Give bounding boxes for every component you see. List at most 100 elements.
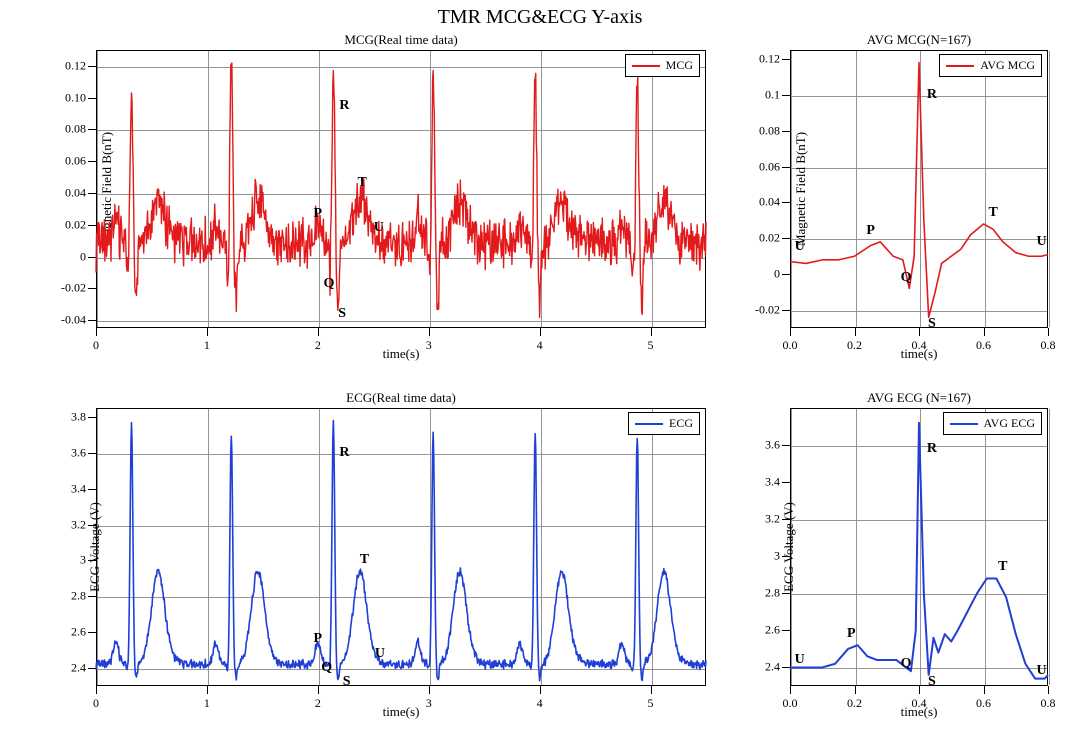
x-tick [855, 328, 856, 336]
wave-annotation: U [1036, 234, 1046, 250]
panel-ecg-realtime: ECG(Real time data) ECG Voltage (V) time… [96, 408, 706, 686]
wave-annotation: U [795, 652, 805, 668]
y-tick [782, 310, 790, 311]
plot-svg [790, 408, 1048, 686]
x-axis-label: time(s) [96, 346, 706, 362]
y-tick-label: 0.12 [65, 58, 86, 73]
wave-annotation: P [866, 223, 875, 239]
y-tick-label: 3 [80, 553, 86, 568]
y-tick-label: 0.02 [65, 217, 86, 232]
wave-annotation: R [927, 87, 937, 103]
y-tick-label: 3.4 [71, 481, 86, 496]
legend-label: AVG ECG [984, 416, 1035, 431]
x-tick [919, 328, 920, 336]
y-tick [782, 556, 790, 557]
y-tick [782, 95, 790, 96]
series-line [96, 421, 706, 681]
x-tick-label: 0.4 [912, 338, 927, 353]
wave-annotation: P [314, 206, 323, 222]
wave-annotation: R [927, 441, 937, 457]
y-tick-label: 2.6 [71, 625, 86, 640]
y-tick [88, 417, 96, 418]
x-tick [651, 328, 652, 336]
y-tick [88, 66, 96, 67]
figure-root: TMR MCG&ECG Y-axis MCG(Real time data) M… [0, 0, 1080, 742]
series-line [790, 63, 1048, 318]
x-tick-label: 0.8 [1041, 696, 1056, 711]
wave-annotation: U [1036, 663, 1046, 679]
y-tick [782, 274, 790, 275]
y-tick-label: 3 [774, 549, 780, 564]
x-tick-label: 0.0 [783, 696, 798, 711]
y-tick [88, 489, 96, 490]
x-tick-label: 4 [537, 696, 543, 711]
series-line [790, 423, 1048, 679]
legend: MCG [625, 54, 700, 77]
y-tick-label: 2.8 [765, 586, 780, 601]
x-tick-label: 3 [426, 338, 432, 353]
legend-swatch [946, 65, 974, 67]
y-tick [782, 667, 790, 668]
legend-swatch [950, 423, 978, 425]
legend: ECG [628, 412, 700, 435]
wave-annotation: P [314, 631, 323, 647]
x-tick [984, 686, 985, 694]
y-tick-label: 2.4 [765, 660, 780, 675]
y-tick-label: 0.12 [759, 51, 780, 66]
wave-annotation: U [375, 646, 385, 662]
wave-annotation: Q [901, 270, 912, 286]
x-tick-label: 2 [315, 696, 321, 711]
y-tick [88, 525, 96, 526]
wave-annotation: T [989, 205, 998, 221]
x-tick [96, 686, 97, 694]
x-tick [429, 328, 430, 336]
y-tick [782, 202, 790, 203]
y-tick-label: 0.10 [65, 90, 86, 105]
x-tick [540, 686, 541, 694]
y-tick-label: 3.6 [765, 438, 780, 453]
y-tick [782, 482, 790, 483]
y-tick-label: 3.4 [765, 475, 780, 490]
panel-title: AVG ECG (N=167) [790, 390, 1048, 406]
y-tick-label: 3.2 [71, 517, 86, 532]
x-tick [984, 328, 985, 336]
wave-annotation: Q [901, 656, 912, 672]
x-tick [540, 328, 541, 336]
x-tick-label: 3 [426, 696, 432, 711]
x-axis-label: time(s) [96, 704, 706, 720]
y-tick-label: 0.1 [765, 87, 780, 102]
panel-title: MCG(Real time data) [96, 32, 706, 48]
y-tick [782, 238, 790, 239]
x-tick [96, 328, 97, 336]
y-tick-label: -0.04 [61, 313, 86, 328]
x-tick [790, 328, 791, 336]
x-tick-label: 0.6 [976, 338, 991, 353]
x-tick-label: 0.0 [783, 338, 798, 353]
y-tick [782, 167, 790, 168]
panel-title: ECG(Real time data) [96, 390, 706, 406]
panel-title: AVG MCG(N=167) [790, 32, 1048, 48]
series-line [96, 63, 706, 317]
plot-svg [790, 50, 1048, 328]
y-tick [88, 632, 96, 633]
legend-swatch [635, 423, 663, 425]
wave-annotation: U [374, 220, 384, 236]
wave-annotation: T [358, 175, 367, 191]
x-tick-label: 1 [204, 338, 210, 353]
y-tick [782, 59, 790, 60]
x-tick-label: 0 [93, 338, 99, 353]
x-tick-label: 5 [648, 338, 654, 353]
x-tick [790, 686, 791, 694]
x-tick-label: 0 [93, 696, 99, 711]
legend: AVG MCG [939, 54, 1042, 77]
x-tick-label: 0.4 [912, 696, 927, 711]
x-tick [318, 686, 319, 694]
y-tick [88, 129, 96, 130]
x-tick-label: 4 [537, 338, 543, 353]
x-tick-label: 0.6 [976, 696, 991, 711]
y-tick [88, 225, 96, 226]
y-tick [88, 596, 96, 597]
x-tick [651, 686, 652, 694]
y-tick-label: 0 [80, 249, 86, 264]
x-tick [429, 686, 430, 694]
